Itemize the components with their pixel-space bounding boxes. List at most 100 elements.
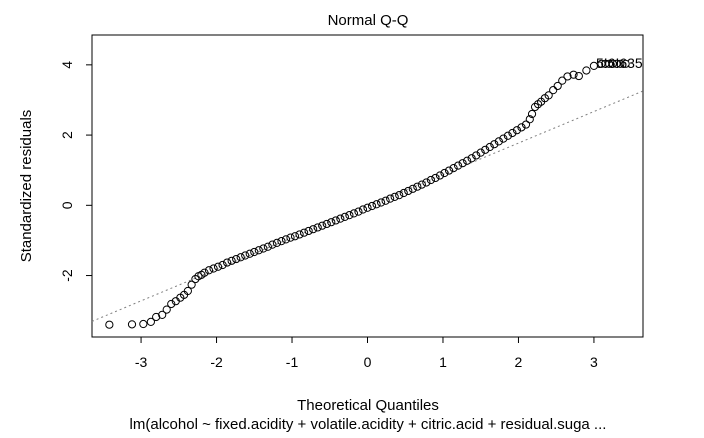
data-point — [616, 59, 625, 68]
data-point — [525, 115, 534, 124]
data-point — [191, 274, 200, 284]
y-axis-label: Standardized residuals — [18, 110, 35, 263]
data-point — [440, 168, 449, 178]
data-point — [259, 244, 268, 253]
data-point — [268, 240, 277, 249]
data-point — [218, 260, 227, 270]
data-point — [390, 192, 399, 201]
data-point — [105, 320, 114, 329]
y-tick-label: 2 — [59, 131, 75, 139]
x-tick-label: -3 — [135, 354, 148, 370]
data-point — [367, 201, 377, 211]
data-point — [422, 178, 431, 187]
data-point — [204, 266, 214, 275]
data-point — [187, 280, 196, 289]
data-point — [322, 219, 331, 229]
x-tick-label: 1 — [439, 354, 447, 370]
data-point — [209, 264, 218, 273]
data-point — [621, 59, 630, 68]
data-point — [549, 86, 558, 95]
data-point — [290, 232, 300, 241]
data-point — [158, 310, 167, 319]
data-point — [458, 159, 467, 168]
y-tick-label: 4 — [59, 61, 75, 69]
data-point — [139, 319, 148, 329]
data-point — [313, 223, 322, 232]
reference-line-layer — [91, 90, 644, 322]
data-point — [331, 216, 340, 225]
data-point — [463, 156, 472, 165]
data-point — [254, 246, 263, 255]
x-tick-label: 0 — [364, 354, 372, 370]
x-tick-label: -1 — [286, 354, 299, 370]
data-point — [309, 225, 318, 234]
data-point — [444, 166, 454, 175]
data-point — [563, 72, 572, 81]
data-point — [408, 184, 417, 193]
data-point — [485, 142, 494, 152]
data-point — [232, 254, 241, 264]
data-point — [213, 262, 223, 271]
data-point — [404, 186, 413, 196]
chart-subtitle: lm(alcohol ~ fixed.acidity + volatile.ac… — [130, 416, 607, 433]
data-point — [431, 173, 440, 183]
data-point — [574, 71, 583, 81]
data-point — [263, 242, 272, 251]
data-point — [490, 140, 499, 149]
data-point — [241, 251, 250, 260]
data-point — [582, 66, 591, 75]
data-point — [399, 188, 408, 198]
data-point — [281, 235, 291, 244]
points-layer — [105, 59, 630, 329]
data-point — [381, 196, 390, 205]
data-point — [372, 200, 381, 209]
y-tick-label: 0 — [59, 201, 75, 209]
x-tick-label: -2 — [210, 354, 223, 370]
data-point — [517, 123, 526, 132]
data-point — [277, 237, 286, 246]
data-point — [295, 230, 304, 239]
data-point — [250, 247, 259, 257]
x-axis: -3 -2 -1 0 1 2 3 — [135, 336, 598, 370]
data-point — [227, 256, 236, 265]
y-tick-label: -2 — [59, 269, 75, 282]
data-point — [435, 171, 445, 180]
data-point — [162, 305, 171, 314]
data-point — [449, 163, 458, 173]
x-tick-label: 2 — [515, 354, 523, 370]
data-point — [358, 205, 368, 214]
data-point — [183, 286, 192, 296]
data-point — [481, 145, 490, 154]
data-point — [553, 81, 562, 91]
y-axis: -2 0 2 4 — [59, 61, 93, 282]
data-point — [299, 228, 309, 237]
data-point — [544, 91, 553, 100]
chart-title: Normal Q-Q — [328, 12, 409, 29]
data-point — [146, 317, 155, 326]
data-point — [376, 198, 386, 207]
data-point — [467, 154, 476, 163]
data-point — [503, 131, 512, 140]
data-point — [304, 226, 313, 236]
plot-frame — [91, 34, 644, 338]
data-point — [527, 109, 537, 119]
data-point — [340, 212, 349, 222]
data-point — [499, 134, 508, 143]
data-point — [318, 221, 327, 230]
data-point — [152, 312, 161, 322]
data-point — [426, 175, 436, 185]
data-point — [417, 180, 426, 189]
data-point — [236, 253, 245, 262]
data-point — [512, 126, 522, 135]
data-point — [521, 120, 531, 129]
data-point — [589, 61, 599, 71]
data-point — [612, 59, 621, 68]
data-point — [413, 182, 422, 191]
x-tick-label: 3 — [590, 354, 598, 370]
data-point — [472, 151, 481, 160]
data-point — [245, 249, 254, 258]
data-point — [508, 128, 517, 138]
data-point — [558, 76, 567, 85]
data-point — [127, 320, 137, 329]
data-point — [530, 102, 540, 112]
